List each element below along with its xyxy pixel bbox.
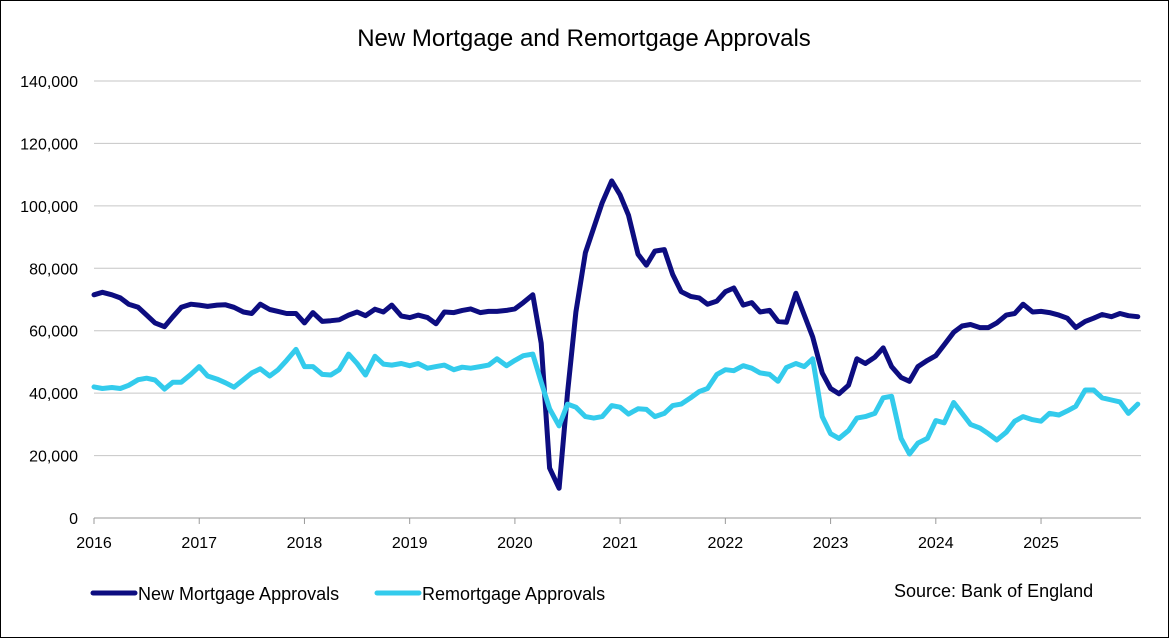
y-tick-label: 80,000 — [29, 261, 78, 278]
series-line-remortgage-approvals — [91, 346, 1141, 457]
x-tick-label: 2021 — [602, 535, 638, 552]
y-tick-label: 100,000 — [20, 199, 78, 216]
legend-label-remortgage: Remortgage Approvals — [422, 584, 605, 604]
grid-lines — [94, 80, 1141, 519]
y-tick-label: 40,000 — [29, 386, 78, 403]
series-lines — [91, 178, 1141, 491]
y-tick-label: 0 — [69, 511, 78, 528]
x-tick-label: 2022 — [708, 535, 744, 552]
y-tick-label: 140,000 — [20, 74, 78, 91]
y-tick-label: 120,000 — [20, 136, 78, 153]
series-line-new-mortgage-approvals — [91, 178, 1141, 491]
x-tick-label: 2019 — [392, 535, 428, 552]
x-tick-label: 2018 — [287, 535, 323, 552]
x-tick-label: 2025 — [1023, 535, 1059, 552]
x-tick-label: 2017 — [181, 535, 217, 552]
source-note: Source: Bank of England — [894, 581, 1093, 601]
y-axis-tick-labels: 0 20,000 40,000 60,000 80,000 100,000 120,000 1… — [20, 74, 78, 528]
chart-title: New Mortgage and Remortgage Approvals — [357, 25, 811, 52]
y-tick-label: 20,000 — [29, 449, 78, 466]
x-tick-label: 2023 — [813, 535, 849, 552]
x-axis-tick-labels: 2016 2017 2018 2019 2020 2021 2022 2023 2024 2025 — [76, 518, 1059, 552]
x-tick-label: 2020 — [497, 535, 533, 552]
x-tick-label: 2016 — [76, 535, 112, 552]
x-tick-label: 2024 — [918, 535, 954, 552]
legend-label-new-mortgage: New Mortgage Approvals — [138, 584, 339, 604]
legend: New Mortgage Approvals Remortgage Approv… — [90, 584, 605, 604]
y-tick-label: 60,000 — [29, 324, 78, 341]
